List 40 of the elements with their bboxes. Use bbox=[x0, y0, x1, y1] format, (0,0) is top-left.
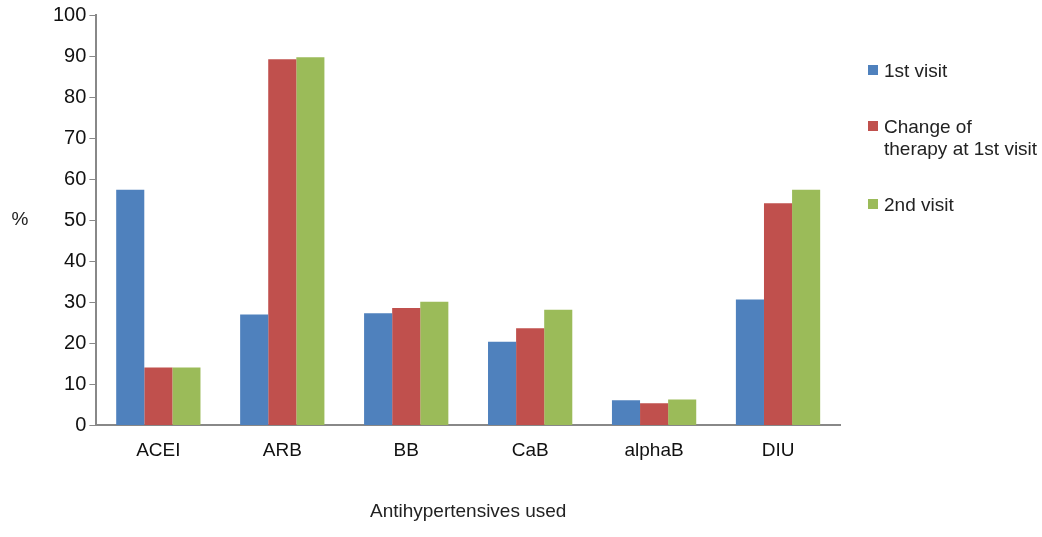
bar bbox=[516, 328, 545, 425]
bar bbox=[172, 367, 201, 425]
bar bbox=[420, 301, 449, 425]
bar bbox=[763, 203, 793, 425]
y-tick-label: 50 bbox=[64, 207, 87, 230]
y-tick-label: 100 bbox=[52, 2, 87, 25]
bar bbox=[611, 400, 641, 425]
x-tick-label: CaB bbox=[511, 439, 549, 461]
bar bbox=[640, 403, 669, 425]
bar bbox=[735, 299, 764, 425]
x-tick-label: DIU bbox=[761, 439, 795, 461]
bar bbox=[296, 57, 325, 425]
legend-label: 1st visit bbox=[884, 60, 948, 82]
bar bbox=[240, 314, 269, 425]
x-tick-label: ACEI bbox=[136, 439, 181, 461]
bar bbox=[364, 313, 393, 425]
y-tick-label: 90 bbox=[64, 43, 87, 66]
x-axis-title: Antihypertensives used bbox=[369, 499, 567, 521]
bar bbox=[488, 341, 517, 425]
y-tick-label: 70 bbox=[64, 125, 87, 148]
bar bbox=[668, 399, 697, 425]
bar bbox=[268, 59, 297, 425]
y-axis-title: % bbox=[11, 208, 29, 230]
bar bbox=[392, 308, 421, 425]
y-tick-label: 20 bbox=[64, 330, 87, 353]
legend-label: 2nd visit bbox=[884, 194, 954, 216]
x-tick-label: ARB bbox=[262, 439, 302, 461]
y-tick-label: 40 bbox=[64, 248, 87, 271]
legend-label: Change of therapy at 1st visit bbox=[884, 116, 1038, 160]
bar bbox=[144, 367, 173, 425]
y-tick-label: 10 bbox=[64, 371, 87, 394]
y-tick-label: 0 bbox=[75, 412, 87, 435]
bar bbox=[116, 189, 145, 425]
y-tick-label: 60 bbox=[64, 166, 87, 189]
bar bbox=[792, 189, 821, 425]
x-tick-label: BB bbox=[393, 439, 419, 461]
x-tick-label: alphaB bbox=[624, 439, 684, 461]
y-tick-label: 80 bbox=[64, 84, 87, 107]
y-tick-label: 30 bbox=[64, 289, 87, 312]
bar bbox=[544, 309, 573, 425]
